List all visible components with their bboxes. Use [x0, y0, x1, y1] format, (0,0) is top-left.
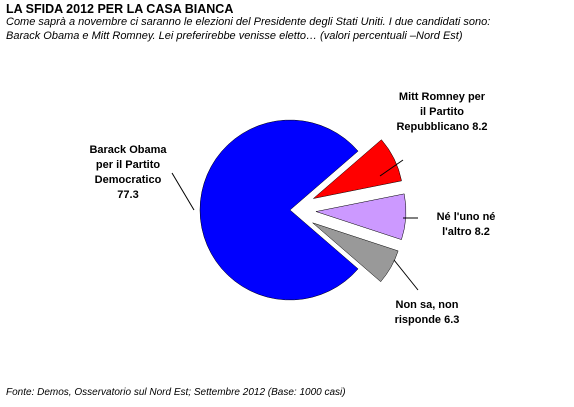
- slice-dont-know: [312, 222, 399, 283]
- label-dont-know: Non sa, non risponde 6.3: [395, 299, 460, 326]
- label-obama-leader: [171, 172, 195, 211]
- label-obama-line: Barack Obama: [89, 144, 167, 156]
- label-obama-line: per il Partito: [96, 159, 160, 171]
- label-neither-line: l'altro 8.2: [442, 226, 490, 238]
- label-dont-know-line: risponde 6.3: [395, 314, 460, 326]
- label-romney-line: il Partito: [420, 106, 464, 118]
- chart-subtitle: Come saprà a novembre ci saranno le elez…: [6, 15, 566, 43]
- label-obama: Barack Obama per il Partito Democratico 77.…: [89, 144, 167, 201]
- label-romney-line: Mitt Romney per: [399, 91, 486, 103]
- label-obama-line: 77.3: [117, 189, 138, 201]
- label-dont-know-line: Non sa, non: [396, 299, 459, 311]
- slice-neither: [314, 193, 407, 240]
- slice-romney: [312, 139, 402, 199]
- label-dont-know-leader: [393, 259, 419, 291]
- label-romney: Mitt Romney per il Partito Repubblicano 8.…: [396, 91, 487, 133]
- label-romney-leader: [379, 159, 404, 177]
- label-neither: Né l'uno né l'altro 8.2: [437, 211, 496, 238]
- source-note: Fonte: Demos, Osservatorio sul Nord Est;…: [6, 387, 346, 398]
- chart-title: LA SFIDA 2012 PER LA CASA BIANCA: [6, 2, 234, 16]
- subtitle-line-1: Come saprà a novembre ci saranno le elez…: [6, 16, 491, 28]
- slice-obama: [199, 119, 359, 301]
- label-romney-line: Repubblicano 8.2: [396, 121, 487, 133]
- subtitle-line-2: Barack Obama e Mitt Romney. Lei preferir…: [6, 30, 463, 42]
- label-neither-line: Né l'uno né: [437, 211, 496, 223]
- label-obama-line: Democratico: [95, 174, 162, 186]
